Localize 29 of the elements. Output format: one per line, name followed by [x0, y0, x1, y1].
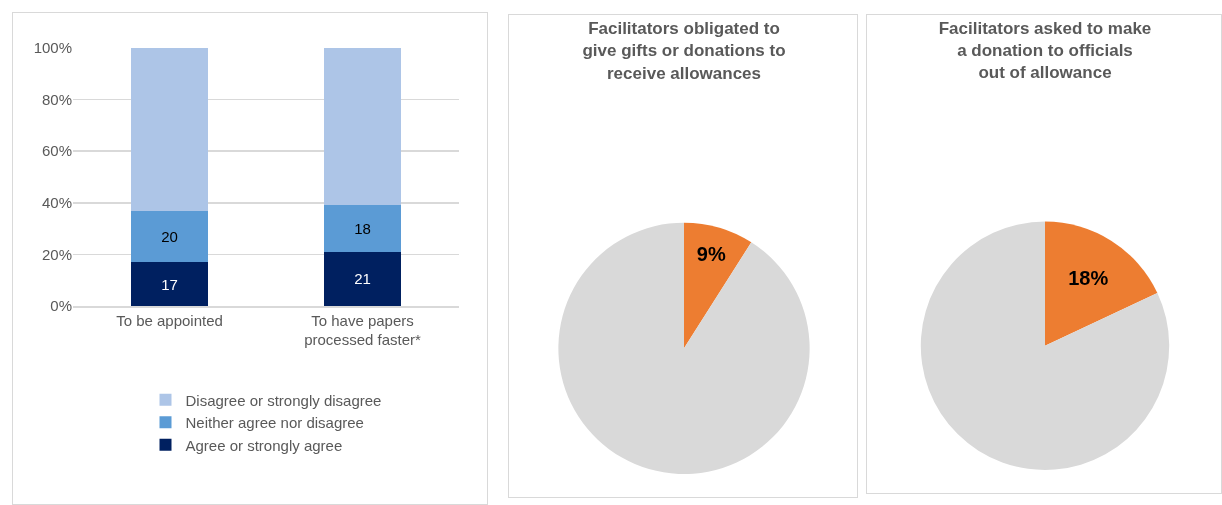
legend-label: Disagree or strongly disagree	[185, 391, 382, 409]
pie-slice	[684, 222, 752, 349]
bar	[130, 210, 209, 263]
data-label: 20	[161, 227, 178, 245]
y-tick-label: 60%	[41, 142, 72, 160]
y-tick-label: 20%	[41, 245, 72, 263]
chart-title: Facilitators asked to make a donation to officials out of allowance	[938, 19, 1152, 83]
y-tick-label: 80%	[41, 90, 72, 108]
y-tick-label: 0%	[50, 297, 72, 315]
pie-slice	[920, 221, 1170, 470]
legend-label: Neither agree nor disagree	[185, 414, 364, 431]
data-label: 18%	[1068, 266, 1109, 289]
pie-slice	[558, 222, 810, 474]
chart-title: Facilitators obligated to give gifts or donations to receive allowances	[582, 19, 786, 83]
bar	[130, 262, 209, 306]
bar	[323, 48, 402, 206]
x-tick-label: To have papers processed faster*	[304, 311, 422, 348]
bar	[323, 251, 402, 306]
bar	[130, 48, 209, 211]
legend-label: Agree or strongly agree	[185, 436, 343, 454]
data-label: 18	[354, 220, 371, 238]
bar	[323, 205, 402, 252]
y-tick-label: 40%	[41, 194, 72, 212]
pie-slice	[1045, 221, 1158, 346]
data-label: 17	[161, 275, 178, 293]
data-label: 21	[354, 270, 371, 288]
y-tick-label: 100%	[33, 39, 72, 57]
x-tick-label: To be appointed	[116, 311, 223, 329]
data-label: 9%	[696, 243, 726, 266]
